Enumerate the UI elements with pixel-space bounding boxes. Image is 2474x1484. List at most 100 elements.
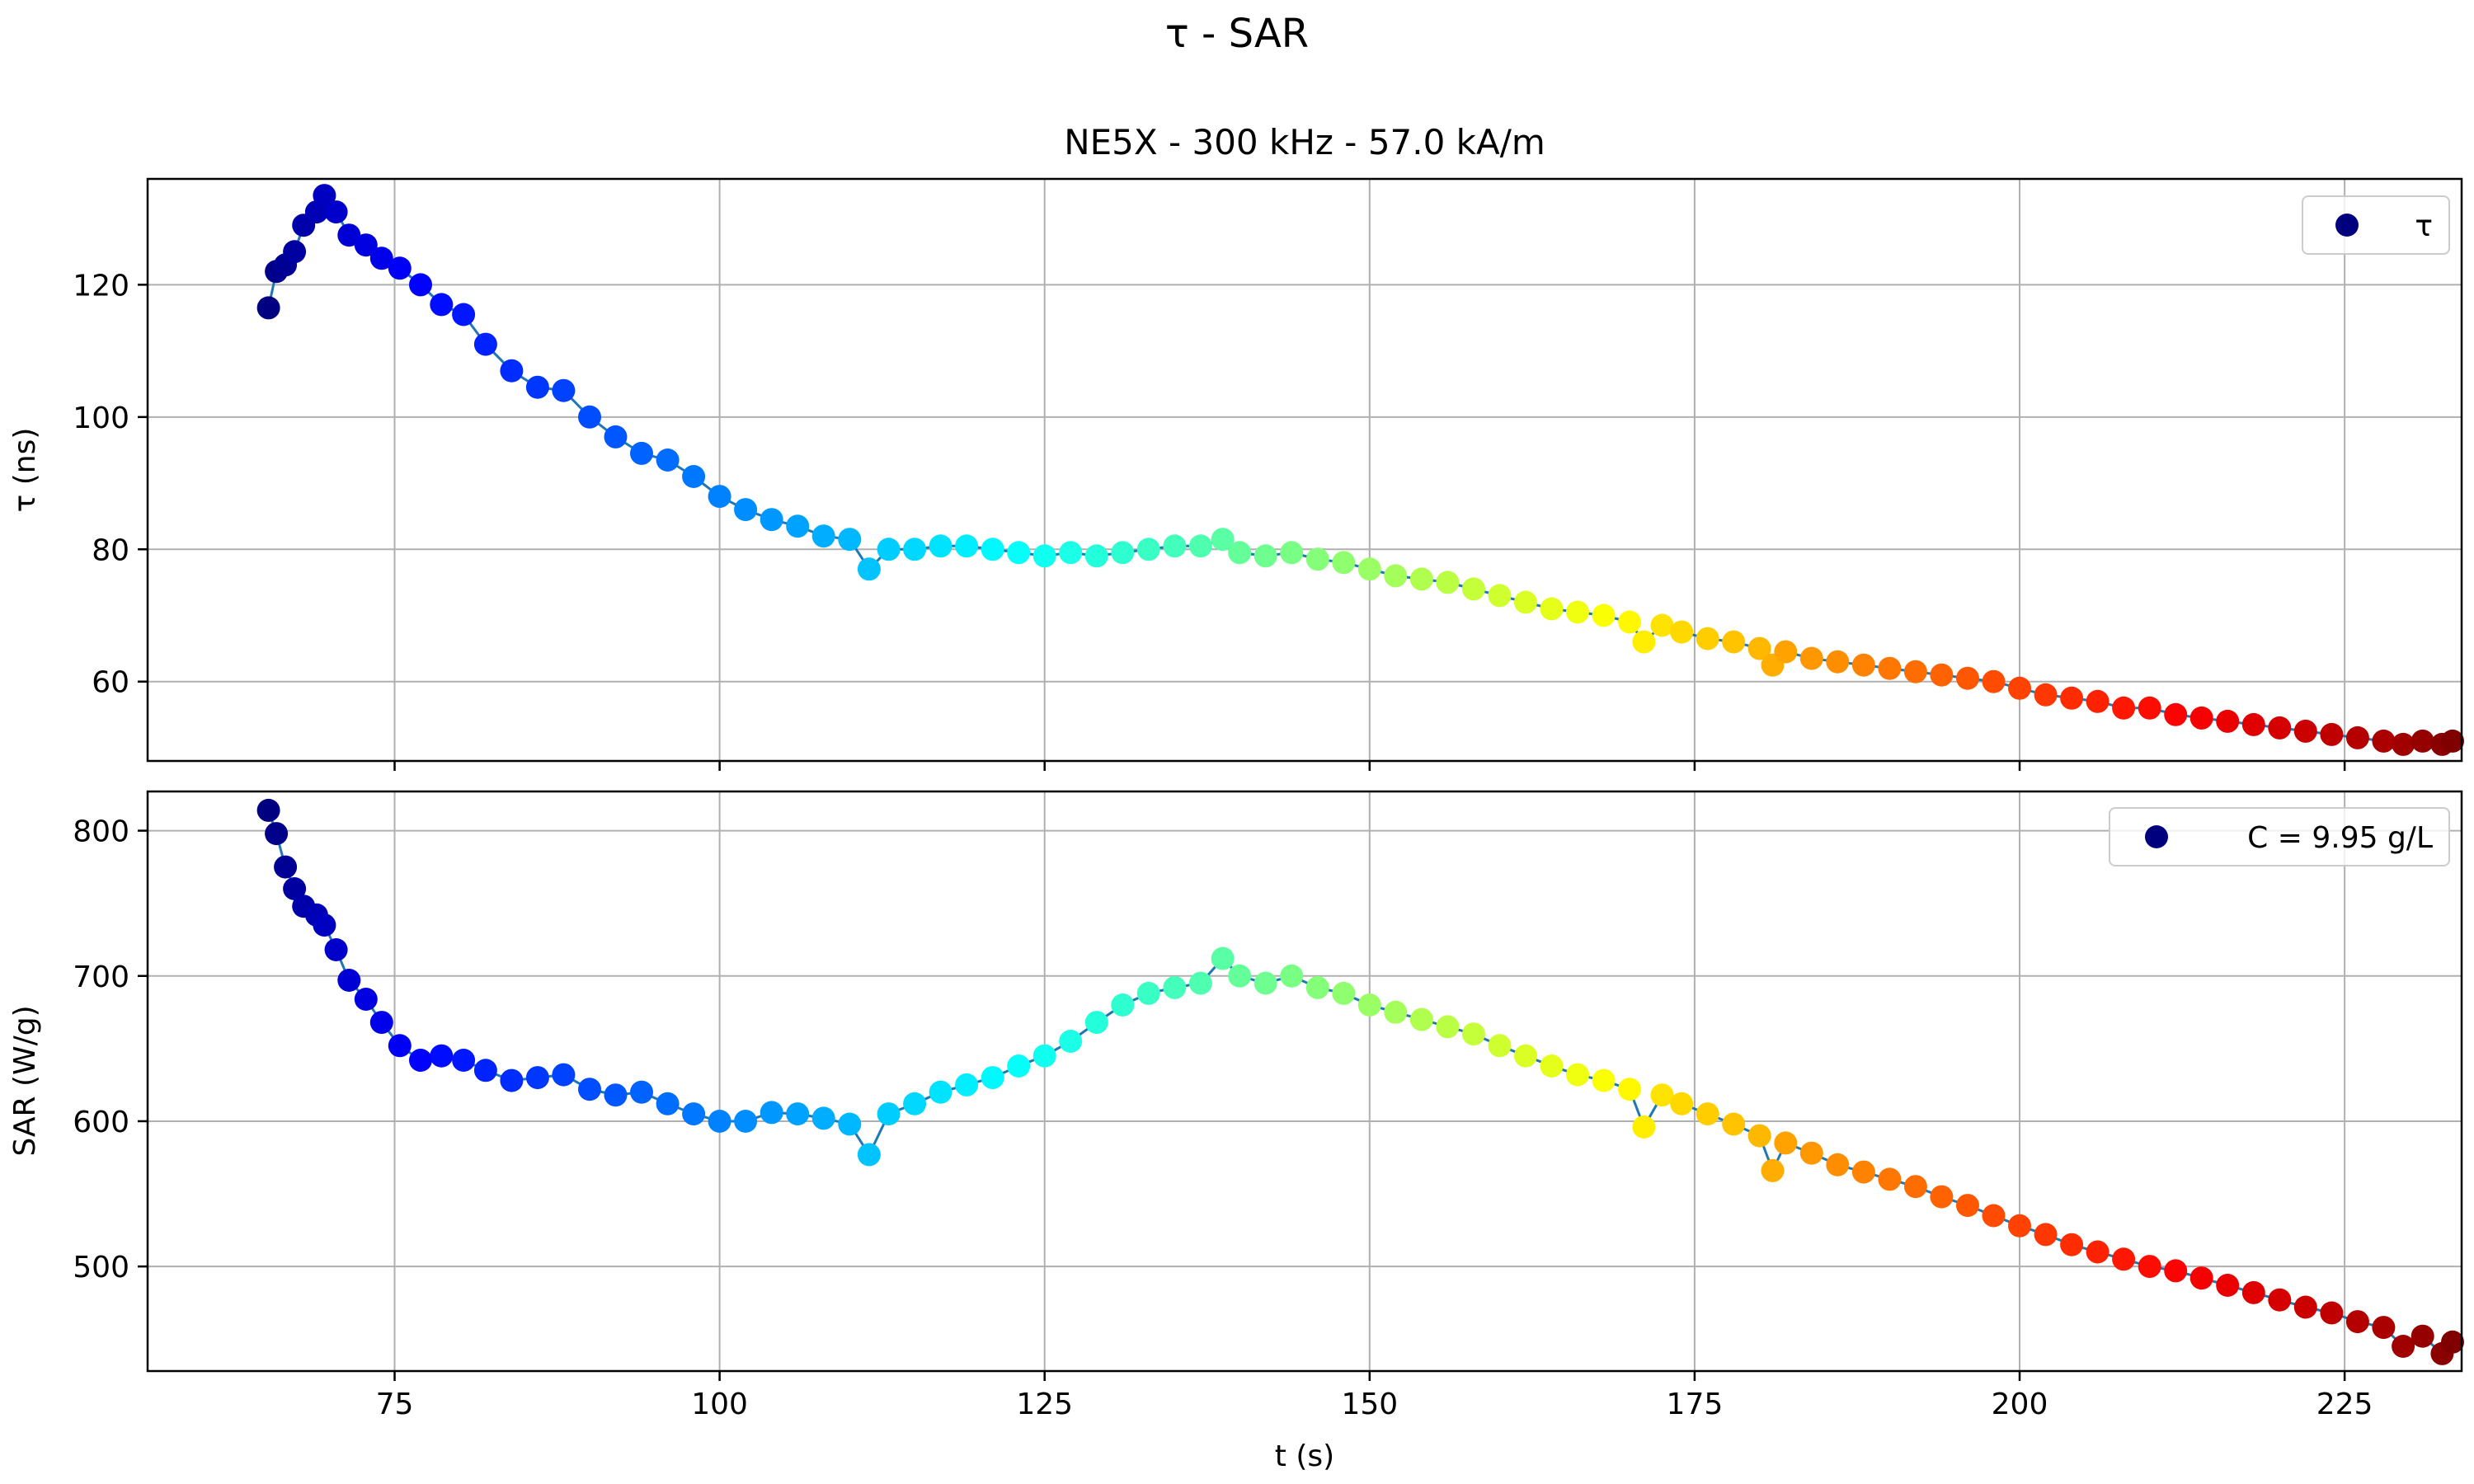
sar-y-tick-label: 800 (73, 815, 129, 849)
tau-data-point (1982, 669, 2006, 693)
tau-data-point (1632, 630, 1656, 654)
sar-data-point (1592, 1068, 1616, 1092)
sar-data-point (256, 798, 280, 822)
tau-data-point (1670, 620, 1694, 644)
sar-data-point (2164, 1259, 2188, 1283)
tau-data-point (1774, 640, 1798, 664)
sar-data-point (734, 1110, 758, 1133)
tau-data-point (981, 538, 1004, 561)
sar-data-point (1956, 1194, 1979, 1218)
tau-data-point (452, 303, 476, 326)
sar-data-point (2008, 1214, 2031, 1237)
tau-data-point (1163, 534, 1187, 558)
tau-data-point (2008, 676, 2031, 700)
sar-data-point (2411, 1324, 2434, 1348)
tau-data-point (1136, 538, 1160, 561)
tau-data-point (1799, 646, 1823, 670)
sar-data-point (1514, 1044, 1537, 1068)
tau-data-point (1851, 653, 1875, 677)
tau-y-tick-label: 100 (73, 402, 129, 435)
sar-data-point (1211, 946, 1235, 970)
sar-data-point (2086, 1240, 2109, 1264)
tau-axes-frame (146, 177, 2463, 763)
sar-y-tick-label: 600 (73, 1106, 129, 1139)
tau-y-tick-label: 120 (73, 269, 129, 303)
sar-data-point (1903, 1175, 1927, 1199)
tau-data-point (1618, 610, 1642, 634)
tau-legend-box (2302, 195, 2450, 255)
tau-data-point (1903, 660, 1927, 683)
sar-data-point (1650, 1083, 1674, 1107)
tau-data-point (1592, 603, 1616, 627)
tau-data-point (1956, 666, 1979, 690)
sar-data-point (500, 1068, 524, 1092)
tau-data-point (1878, 656, 1902, 680)
sar-data-point (1696, 1102, 1719, 1126)
sar-data-point (1032, 1044, 1056, 1068)
sar-data-point (1761, 1158, 1785, 1182)
sar-data-point (1280, 964, 1304, 988)
sar-data-point (2441, 1330, 2464, 1354)
sar-data-point (1253, 971, 1277, 995)
sar-data-point (1084, 1011, 1108, 1035)
tau-data-point (955, 534, 979, 558)
tau-gridlines (148, 179, 2462, 761)
sar-data-point (1007, 1054, 1031, 1078)
tau-data-point (2241, 712, 2265, 736)
tau-data-point (2189, 706, 2213, 730)
tau-data-point (1032, 544, 1056, 568)
figure-suptitle: τ - SAR (1165, 11, 1309, 57)
tau-data-point (1540, 597, 1564, 621)
sar-x-tick-label: 150 (1341, 1388, 1398, 1421)
tau-data-point (1566, 600, 1589, 624)
tau-data-point (1747, 636, 1771, 660)
sar-data-point (2241, 1280, 2265, 1304)
tau-legend: τ (2302, 195, 2450, 255)
tau-data-point (1650, 613, 1674, 637)
sar-data-point (430, 1044, 454, 1068)
tau-data-point (2112, 696, 2136, 720)
sar-data-point (1982, 1204, 2006, 1228)
sar-data-point (2268, 1288, 2292, 1312)
tau-data-point (604, 425, 628, 448)
tau-data-point (708, 485, 731, 509)
tau-data-point (1111, 541, 1135, 565)
sar-y-ticks: 500 600 700 800 (73, 815, 148, 1284)
tau-data-point (903, 538, 927, 561)
sar-gridlines (148, 791, 2462, 1371)
tau-data-point (2086, 689, 2109, 713)
sar-data-point (369, 1011, 393, 1035)
tau-data-point (2268, 716, 2292, 740)
sar-data-point (337, 969, 361, 992)
sar-data-point (1747, 1124, 1771, 1148)
tau-data-point (786, 514, 810, 538)
tau-data-point (1357, 557, 1381, 581)
tau-data-point (1280, 541, 1304, 565)
sar-data-point (1384, 1000, 1408, 1024)
sar-y-tick-label: 700 (73, 960, 129, 994)
sar-data-point (1566, 1063, 1589, 1087)
tau-y-tick-label: 60 (92, 666, 129, 700)
tau-data-point (2411, 729, 2434, 753)
tau-x-ticks (393, 761, 2346, 771)
sar-x-axis-label: t (s) (1275, 1439, 1334, 1473)
sar-data-point (2392, 1335, 2415, 1358)
sar-data-point (1332, 981, 1356, 1005)
tau-data-point (760, 508, 783, 532)
sar-data-point (786, 1102, 810, 1126)
sar-data-point (2216, 1274, 2240, 1297)
tau-data-point (1084, 544, 1108, 568)
sar-data-point (811, 1106, 835, 1130)
sar-data-point (552, 1063, 576, 1087)
tau-data-point (1696, 627, 1719, 650)
sar-data-point (1540, 1054, 1564, 1078)
sar-data-point (1774, 1131, 1798, 1155)
tau-data-point (313, 184, 336, 208)
tau-data-point (1514, 590, 1537, 614)
tau-data-point (2060, 686, 2084, 710)
sar-y-tick-label: 500 (73, 1251, 129, 1284)
tau-data-point (1488, 584, 1512, 608)
tau-data-point (2138, 696, 2161, 720)
tau-legend-marker (2335, 214, 2359, 237)
